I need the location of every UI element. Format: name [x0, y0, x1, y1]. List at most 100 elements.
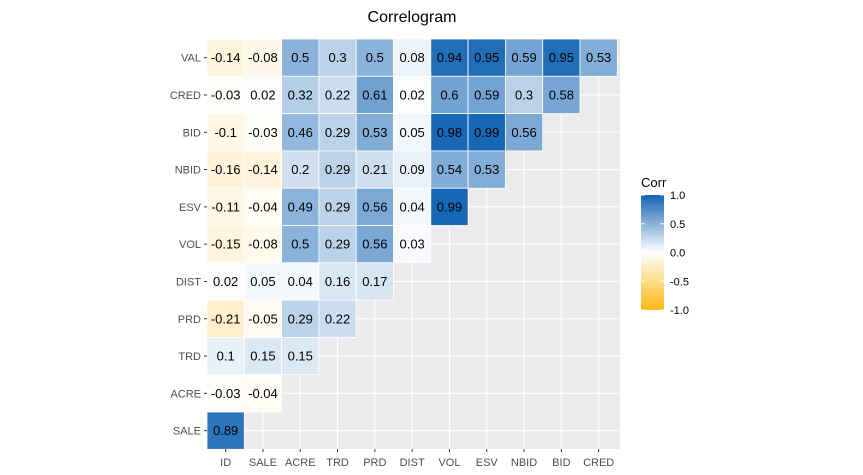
heatmap-cell: [467, 113, 506, 152]
cell-value-label: 0.99: [437, 199, 462, 214]
y-axis: VAL CRED BID NBID ESV VOL DIST PRD TRD ACRE SALE: [170, 53, 207, 438]
y-tick-label: CRED: [170, 90, 201, 102]
x-tick-label: TRD: [326, 457, 349, 469]
cell-value-label: 0.53: [474, 162, 499, 177]
cell-value-label: 0.16: [325, 274, 350, 289]
cell-value-label: -0.21: [211, 311, 241, 326]
heatmap-cell: [393, 75, 432, 115]
cell-value-label: 0.09: [399, 162, 424, 177]
y-tick-label: ESV: [179, 202, 202, 214]
heatmap-cell: [355, 150, 394, 189]
heatmap-cell: [430, 187, 469, 226]
cell-value-label: 0.61: [362, 87, 387, 102]
cell-value-label: 0.5: [366, 50, 384, 65]
heatmap-cell: [281, 262, 320, 301]
legend-tick-label: -1.0: [670, 305, 689, 317]
cell-value-label: 0.95: [474, 50, 499, 65]
y-tick-label: PRD: [178, 314, 201, 326]
cell-value-label: 0.53: [586, 50, 611, 65]
heatmap-cell: [467, 150, 506, 189]
cell-value-label: -0.05: [248, 311, 278, 326]
heatmap-cell: [206, 187, 245, 226]
y-tick-label: NBID: [175, 165, 201, 177]
heatmap-cell: [206, 38, 245, 77]
cell-value-label: 0.3: [515, 87, 533, 102]
x-tick-label: NBID: [511, 457, 537, 469]
y-tick-label: ACRE: [170, 388, 201, 400]
cell-value-label: 0.15: [288, 349, 313, 364]
cell-value-label: 0.5: [291, 237, 309, 252]
x-tick-label: SALE: [249, 457, 277, 469]
cell-value-label: 0.49: [288, 199, 313, 214]
cell-value-label: 0.22: [325, 87, 350, 102]
heatmap-cell: [281, 150, 320, 189]
x-tick-label: CRED: [583, 457, 614, 469]
cell-value-label: 0.56: [511, 125, 536, 140]
color-legend: Corr 1.0 0.5 0.0 -0.5 -1.0: [641, 175, 689, 317]
cell-value-label: 0.17: [362, 274, 387, 289]
cell-value-label: 0.04: [399, 199, 424, 214]
cell-value-label: 0.58: [549, 87, 574, 102]
heatmap-cell: [243, 299, 283, 338]
heatmap-cell: [281, 336, 320, 376]
cell-value-label: -0.16: [211, 162, 241, 177]
x-tick-label: ESV: [476, 457, 499, 469]
cell-value-label: 0.2: [291, 162, 309, 177]
x-tick-label: BID: [552, 457, 570, 469]
y-tick-label: BID: [183, 127, 201, 139]
heatmap-cell: [579, 38, 618, 77]
y-tick-label: VOL: [179, 239, 201, 251]
cell-value-label: 0.3: [329, 50, 347, 65]
cell-value-label: -0.1: [214, 125, 236, 140]
x-tick-label: DIST: [400, 457, 425, 469]
cell-value-label: 0.56: [362, 237, 387, 252]
cell-value-label: 0.03: [399, 237, 424, 252]
heatmap-cell: [243, 75, 283, 115]
y-tick-label: VAL: [181, 53, 201, 65]
heatmap-cell: [318, 150, 357, 189]
heatmap-cells: [206, 38, 618, 450]
cell-value-label: 0.94: [437, 50, 462, 65]
heatmap-cell: [318, 225, 357, 264]
cell-value-label: 0.29: [325, 237, 350, 252]
legend-tick-label: -0.5: [670, 276, 689, 288]
cell-value-label: 0.95: [549, 50, 574, 65]
cell-value-label: 0.29: [288, 311, 313, 326]
heatmap-cell: [355, 187, 394, 226]
legend-tick-label: 1.0: [670, 190, 685, 202]
heatmap-cell: [243, 336, 283, 376]
cell-value-label: -0.03: [211, 386, 241, 401]
cell-value-label: 0.99: [474, 125, 499, 140]
heatmap-cell: [318, 75, 357, 115]
y-tick-label: SALE: [173, 426, 201, 438]
heatmap-cell: [281, 113, 320, 152]
heatmap-cell: [206, 336, 245, 376]
heatmap-cell: [393, 225, 432, 264]
cell-value-label: 0.05: [399, 125, 424, 140]
legend-title: Corr: [641, 175, 667, 190]
legend-tick-label: 0.0: [670, 248, 685, 260]
heatmap-cell: [504, 113, 544, 152]
heatmap-cell: [206, 411, 245, 450]
cell-value-label: -0.08: [248, 50, 278, 65]
cell-value-label: -0.04: [248, 199, 278, 214]
cell-value-label: 0.04: [288, 274, 313, 289]
heatmap-cell: [318, 299, 357, 338]
cell-value-label: 0.54: [437, 162, 462, 177]
cell-value-label: 0.98: [437, 125, 462, 140]
y-tick-label: TRD: [178, 351, 201, 363]
cell-value-label: 0.46: [288, 125, 313, 140]
x-tick-label: ACRE: [285, 457, 316, 469]
heatmap-cell: [243, 113, 283, 152]
heatmap-cell: [206, 374, 245, 413]
cell-value-label: -0.14: [211, 50, 241, 65]
cell-labels: -0.14 -0.08 0.5 0.3 0.5 0.08 0.94 0.95 0.59 0.95 0…: [211, 50, 611, 438]
cell-value-label: 0.89: [213, 423, 238, 438]
heatmap-cell: [393, 38, 432, 77]
x-tick-label: ID: [220, 457, 231, 469]
cell-value-label: -0.04: [248, 386, 278, 401]
chart-title: Correlogram: [368, 9, 457, 26]
cell-value-label: 0.29: [325, 125, 350, 140]
cell-value-label: 0.02: [399, 87, 424, 102]
